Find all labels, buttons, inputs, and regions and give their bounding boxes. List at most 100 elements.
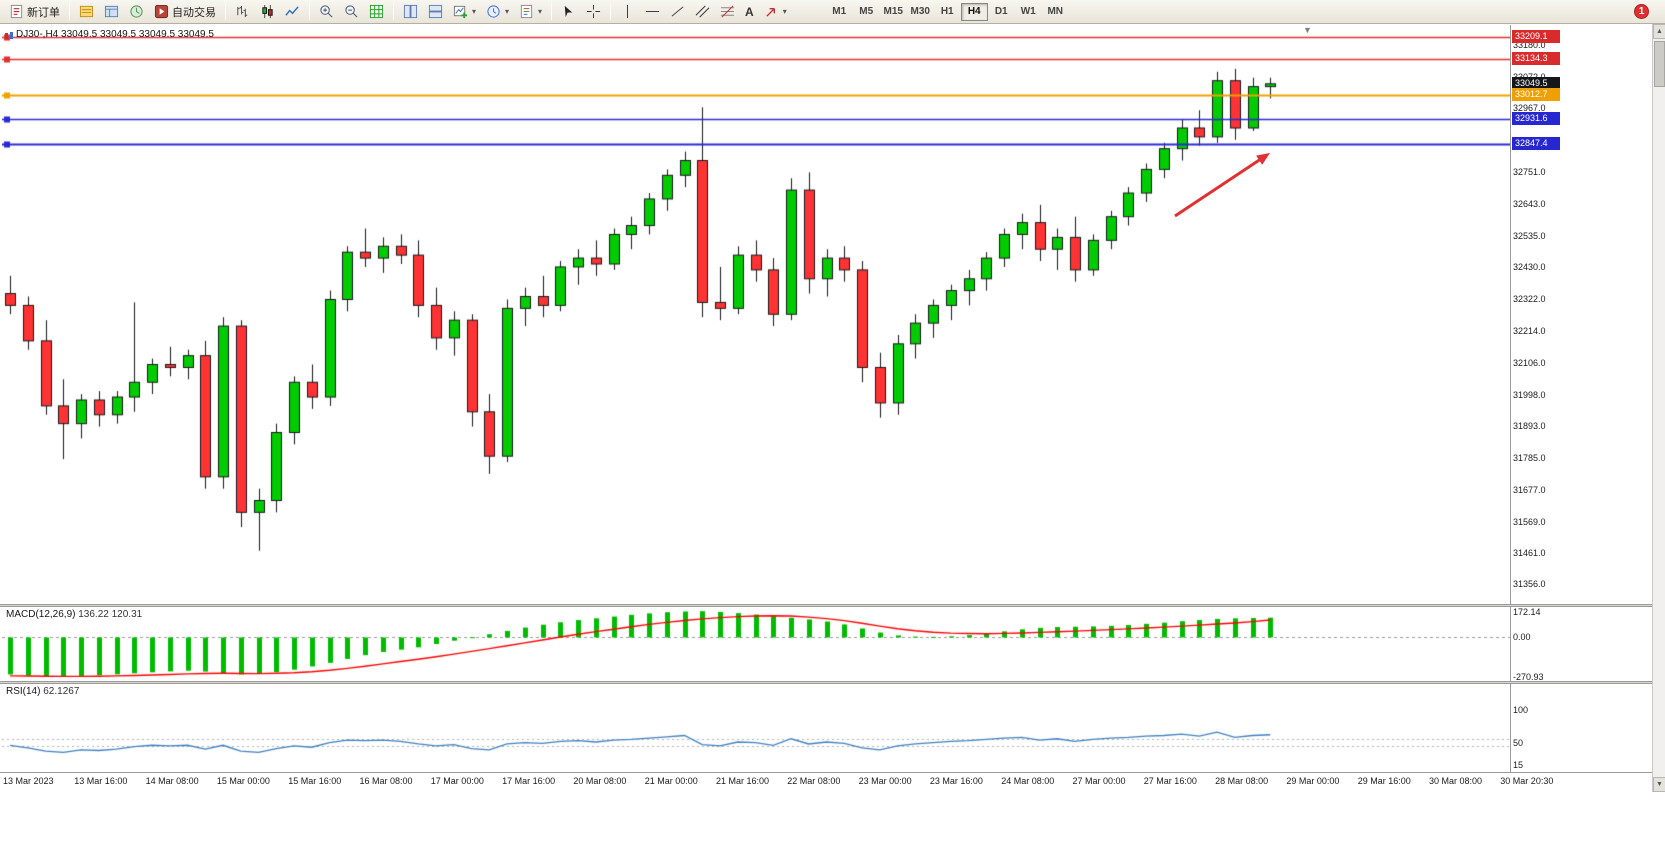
line-chart-mode-button[interactable] <box>281 2 304 22</box>
time-axis-label: 24 Mar 08:00 <box>1001 776 1055 786</box>
scroll-down-button[interactable]: ▼ <box>1653 777 1665 792</box>
vertical-line-tool-button[interactable] <box>616 2 639 22</box>
candlestick-chart-icon <box>262 4 273 19</box>
candle-chart-mode-button[interactable] <box>256 2 279 22</box>
time-axis-label: 17 Mar 16:00 <box>502 776 556 786</box>
macd-panel-canvas[interactable] <box>2 607 1510 681</box>
crosshair-icon <box>586 4 601 19</box>
time-axis-label: 15 Mar 16:00 <box>288 776 342 786</box>
timeframe-toolbar: M1 M5 M15 M30 H1 H4 D1 W1 MN <box>826 2 1069 21</box>
channel-tool-button[interactable] <box>691 2 714 22</box>
zoom-out-button[interactable] <box>340 2 363 22</box>
timeframe-h4-button[interactable]: H4 <box>960 2 988 21</box>
time-axis-label: 27 Mar 00:00 <box>1072 776 1126 786</box>
horizontal-line-tool-button[interactable] <box>641 2 664 22</box>
time-axis-label: 28 Mar 08:00 <box>1215 776 1269 786</box>
dropdown-caret-icon: ▾ <box>538 7 543 16</box>
macd-indicator-label: MACD(12,26,9) 136.22 120.31 <box>6 609 142 620</box>
timeframe-m30-button[interactable]: M30 <box>907 3 934 21</box>
time-axis-label: 23 Mar 00:00 <box>858 776 912 786</box>
bar-chart-icon <box>237 5 248 18</box>
macd-panel-splitter[interactable] <box>0 604 1652 607</box>
time-axis-label: 30 Mar 20:30 <box>1500 776 1554 786</box>
new-chart-button[interactable]: ▾ <box>449 2 480 22</box>
price-grid-label: 32322.0 <box>1513 293 1546 304</box>
zoom-in-icon <box>320 5 333 18</box>
text-tool-button[interactable]: A <box>741 2 758 22</box>
cascade-windows-icon <box>428 4 443 19</box>
rsi-axis-label: 15 <box>1513 760 1524 771</box>
time-axis-label: 20 Mar 08:00 <box>573 776 627 786</box>
rsi-panel-canvas[interactable] <box>2 684 1510 772</box>
new-order-icon <box>10 4 23 19</box>
new-order-button[interactable]: 新订单 <box>5 2 64 22</box>
data-window-button[interactable] <box>100 2 123 22</box>
price-grid-label: 31677.0 <box>1513 484 1546 495</box>
autotrading-label: 自动交易 <box>172 6 216 19</box>
timeframe-m5-button[interactable]: M5 <box>853 3 880 21</box>
price-line-tag: 33049.5 <box>1512 76 1560 90</box>
time-axis-label: 27 Mar 16:00 <box>1143 776 1197 786</box>
dropdown-caret-icon: ▾ <box>505 7 510 16</box>
toolbar-separator <box>225 3 226 20</box>
rsi-axis-label: 50 <box>1513 737 1524 748</box>
arrows-tool-button[interactable]: ▾ <box>760 2 791 22</box>
indicators-button[interactable] <box>365 2 388 22</box>
price-chart-canvas[interactable] <box>2 26 1510 604</box>
autotrading-button[interactable]: 自动交易 <box>150 2 220 22</box>
timeframe-mn-button[interactable]: MN <box>1042 3 1069 21</box>
line-chart-icon <box>285 6 299 16</box>
time-axis-label: 13 Mar 16:00 <box>74 776 128 786</box>
time-axis-label: 30 Mar 08:00 <box>1429 776 1483 786</box>
price-grid-label: 31998.0 <box>1513 389 1546 400</box>
timeframe-m1-button[interactable]: M1 <box>826 3 853 21</box>
zoom-in-button[interactable] <box>315 2 338 22</box>
vertical-line-icon <box>627 4 629 19</box>
price-grid-label: 32643.0 <box>1513 198 1546 209</box>
timeframe-m15-button[interactable]: M15 <box>880 3 907 21</box>
price-grid-label: 32214.0 <box>1513 325 1546 336</box>
cursor-tool-button[interactable] <box>557 2 580 22</box>
tile-windows-button[interactable] <box>399 2 422 22</box>
time-axis-label: 14 Mar 08:00 <box>145 776 199 786</box>
toolbar-separator <box>551 3 553 20</box>
navigator-button[interactable] <box>125 2 148 22</box>
chart-title: DJ30-,H4 33049.5 33049.5 33049.5 33049.5 <box>16 29 214 40</box>
fibonacci-tool-button[interactable] <box>716 2 739 22</box>
chart-shift-marker-icon[interactable]: ▼ <box>1303 25 1312 35</box>
trendline-icon <box>671 6 684 17</box>
rsi-value: 62.1267 <box>43 686 80 697</box>
trendline-tool-button[interactable] <box>666 2 689 22</box>
scrollbar-thumb[interactable] <box>1654 41 1665 87</box>
new-order-label: 新订单 <box>27 6 60 19</box>
time-axis-label: 21 Mar 00:00 <box>644 776 698 786</box>
market-watch-icon <box>79 5 94 18</box>
timeframe-d1-button[interactable]: D1 <box>988 3 1015 21</box>
scroll-up-button[interactable]: ▲ <box>1653 24 1665 39</box>
rsi-indicator-label: RSI(14) 62.1267 <box>6 686 79 697</box>
notification-badge[interactable]: 1 <box>1634 4 1649 19</box>
vertical-scrollbar[interactable]: ▲ ▼ <box>1652 24 1665 792</box>
template-icon <box>520 4 533 19</box>
rsi-panel-splitter[interactable] <box>0 681 1652 684</box>
timeframe-h1-button[interactable]: H1 <box>934 3 961 21</box>
bar-chart-mode-button[interactable] <box>231 2 254 22</box>
channel-icon <box>695 5 710 18</box>
periods-button[interactable]: ▾ <box>482 2 513 22</box>
market-watch-button[interactable] <box>75 2 98 22</box>
time-axis-label: 29 Mar 00:00 <box>1286 776 1340 786</box>
time-axis-label: 29 Mar 16:00 <box>1357 776 1411 786</box>
time-axis-label: 23 Mar 16:00 <box>929 776 983 786</box>
price-line-tag: 33209.1 <box>1512 29 1560 43</box>
navigator-icon <box>130 5 143 18</box>
timeframe-w1-button[interactable]: W1 <box>1015 3 1042 21</box>
cascade-windows-button[interactable] <box>424 2 447 22</box>
price-grid-label: 31461.0 <box>1513 548 1546 559</box>
time-axis-label: 22 Mar 08:00 <box>787 776 841 786</box>
indicators-icon <box>369 4 384 19</box>
templates-button[interactable]: ▾ <box>515 2 546 22</box>
price-grid-label: 32106.0 <box>1513 357 1546 368</box>
time-axis-label: 21 Mar 16:00 <box>716 776 770 786</box>
crosshair-tool-button[interactable] <box>582 2 605 22</box>
